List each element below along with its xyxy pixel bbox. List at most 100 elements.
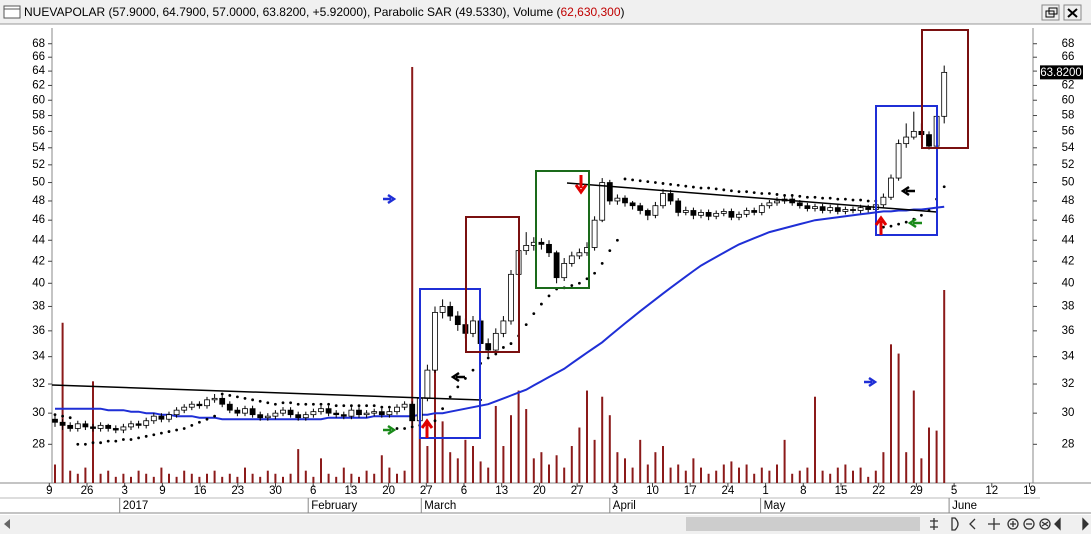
- sar-dot: [342, 404, 346, 408]
- volume-bar: [426, 446, 429, 483]
- candle-body: [804, 205, 811, 209]
- y2-tick-label: 68: [1062, 38, 1075, 50]
- sar-dot: [699, 186, 703, 190]
- y-tick-label: 66: [32, 51, 45, 63]
- candle-body: [82, 423, 89, 428]
- candle-body: [348, 409, 355, 417]
- candle-body: [606, 182, 613, 202]
- candle-body: [614, 197, 621, 202]
- candle-body: [758, 205, 765, 213]
- sar-dot: [714, 187, 718, 191]
- sar-dot: [441, 407, 444, 411]
- sar-dot: [730, 189, 733, 193]
- candle-body: [728, 211, 735, 218]
- y-tick-label: 62: [32, 79, 45, 91]
- title-main: NUEVAPOLAR (57.9000, 64.7900, 57.0000, 6…: [24, 5, 560, 19]
- volume-bar: [213, 470, 216, 483]
- sar-dot: [813, 195, 817, 199]
- y2-tick-label: 52: [1062, 159, 1075, 171]
- candle-body: [280, 409, 286, 414]
- candle-body: [766, 202, 773, 207]
- candle-body: [888, 177, 894, 198]
- x-tick-label: 3: [121, 485, 127, 497]
- candle-body: [508, 273, 514, 322]
- sar-dot: [768, 192, 771, 195]
- candle-body: [211, 397, 218, 401]
- candle-body: [743, 210, 750, 215]
- volume-bar: [114, 476, 117, 483]
- candle-body: [143, 420, 150, 426]
- volume-bar: [236, 476, 239, 483]
- candle-body: [492, 332, 499, 351]
- close-button[interactable]: [1063, 4, 1082, 21]
- y2-tick-label: 50: [1062, 177, 1075, 189]
- title-volume: 62,630,300: [560, 5, 620, 19]
- volume-bar: [578, 427, 581, 483]
- candle-body: [325, 408, 332, 414]
- sar-dot: [152, 433, 156, 437]
- x-tick-label: 16: [194, 485, 207, 497]
- trendline: [51, 384, 483, 401]
- candle-body: [682, 210, 689, 213]
- volume-bar: [897, 353, 900, 483]
- sar-dot: [570, 284, 574, 287]
- moving-average: [55, 205, 945, 421]
- sar-dot: [806, 195, 809, 199]
- box: [465, 216, 520, 353]
- arrow-right: [383, 193, 397, 205]
- title-end: ): [621, 5, 625, 19]
- candle-body: [135, 423, 142, 426]
- volume-bar: [396, 473, 398, 483]
- sar-dot: [190, 423, 194, 427]
- volume-bar: [152, 476, 155, 483]
- volume-bar: [745, 464, 748, 483]
- volume-bar: [608, 415, 611, 483]
- y-tick-label: 30: [32, 407, 45, 419]
- sar-dot: [304, 402, 308, 406]
- x-tick-label: 13: [495, 485, 508, 497]
- month-label: May: [764, 500, 786, 512]
- volume-bar: [282, 476, 284, 483]
- candle-body: [454, 315, 461, 326]
- sar-dot: [486, 356, 490, 360]
- candle-body: [880, 196, 887, 206]
- volume-bar: [753, 473, 756, 483]
- y2-tick-label: 58: [1062, 110, 1075, 122]
- volume-bar: [890, 344, 892, 483]
- volume-bar: [654, 452, 657, 483]
- sar-dot: [327, 402, 330, 406]
- candle-body: [287, 409, 294, 416]
- sar-dot: [669, 182, 672, 186]
- y-tick-label: 38: [32, 300, 45, 312]
- volume-bar: [928, 427, 930, 483]
- volume-bar: [358, 476, 360, 483]
- y-tick-label: 68: [32, 38, 45, 50]
- volume-bar: [221, 476, 224, 483]
- candle-body: [401, 403, 408, 408]
- volume-bar: [304, 470, 307, 483]
- restore-button[interactable]: [1041, 4, 1060, 21]
- toolbar[interactable]: [930, 517, 1089, 531]
- candle-body: [500, 320, 507, 334]
- sar-dot: [608, 249, 612, 253]
- sar-dot: [676, 183, 680, 187]
- y-tick-label: 48: [32, 195, 45, 207]
- arrow-right: [383, 424, 397, 436]
- candle-body: [568, 255, 575, 264]
- volume-bar: [342, 467, 345, 483]
- candle-body: [371, 411, 378, 414]
- sar-dot: [631, 178, 634, 182]
- volume-bar: [175, 476, 178, 483]
- arrow-left: [450, 371, 465, 383]
- sar-dot: [600, 262, 604, 265]
- sar-dot: [821, 196, 824, 200]
- volume-bar: [206, 473, 208, 483]
- candle-body: [166, 414, 172, 420]
- candle-body: [523, 245, 530, 252]
- arrow-left: [900, 185, 915, 197]
- scrollbar[interactable]: [0, 515, 1091, 534]
- sar-dot: [585, 277, 589, 281]
- sar-dot: [274, 402, 277, 406]
- sar-dot: [942, 185, 946, 189]
- volume-bar: [700, 467, 702, 483]
